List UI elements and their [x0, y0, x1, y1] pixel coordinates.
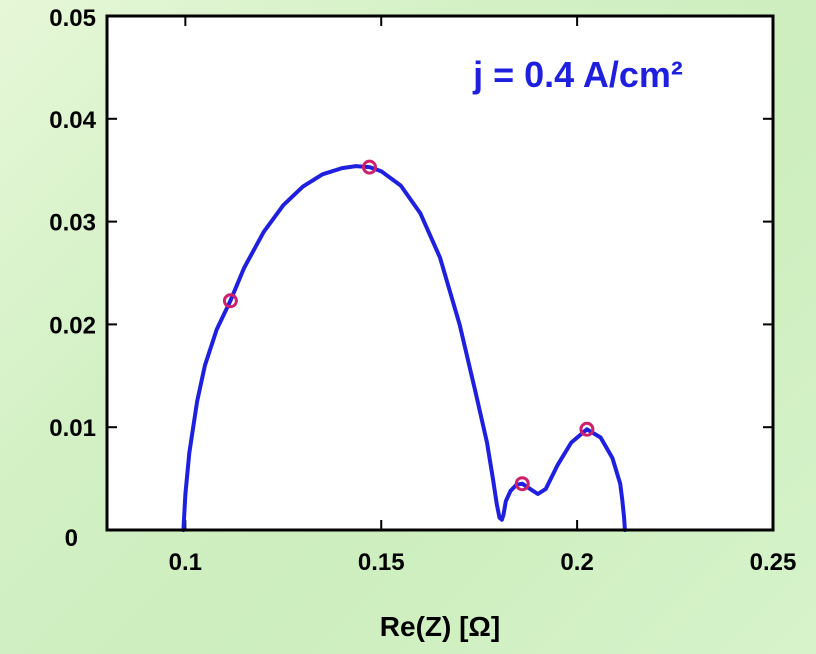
x-axis-title: Re(Z) [Ω]	[380, 611, 500, 642]
y-tick-label: 0.05	[49, 5, 96, 32]
nyquist-curve-layer	[181, 164, 627, 532]
plot-area	[107, 16, 773, 530]
frequency-marker	[222, 293, 238, 309]
y-tick-label: 0.04	[49, 107, 96, 134]
x-tick-label: 0.25	[750, 549, 797, 576]
current-density-annotation: j = 0.4 A/cm²	[472, 54, 683, 95]
y-tick-label: 0.01	[49, 415, 96, 442]
y-tick-label: 0	[65, 525, 78, 552]
frequency-marker	[579, 421, 595, 437]
plot-frame	[105, 14, 775, 532]
frequency-marker	[361, 159, 377, 175]
y-tick-label: 0.02	[49, 312, 96, 339]
tick-labels: 0.1 0.15 0.2 0.25 0 0.01 0.02 0.03 0.04 0.05	[49, 5, 796, 576]
x-tick-label: 0.15	[358, 549, 405, 576]
x-tick-label: 0.2	[560, 549, 593, 576]
x-tick-label: 0.1	[169, 549, 202, 576]
y-tick-label: 0.03	[49, 210, 96, 237]
impedance-curve	[181, 164, 627, 532]
frequency-marker	[514, 476, 530, 492]
frequency-markers	[222, 159, 595, 492]
